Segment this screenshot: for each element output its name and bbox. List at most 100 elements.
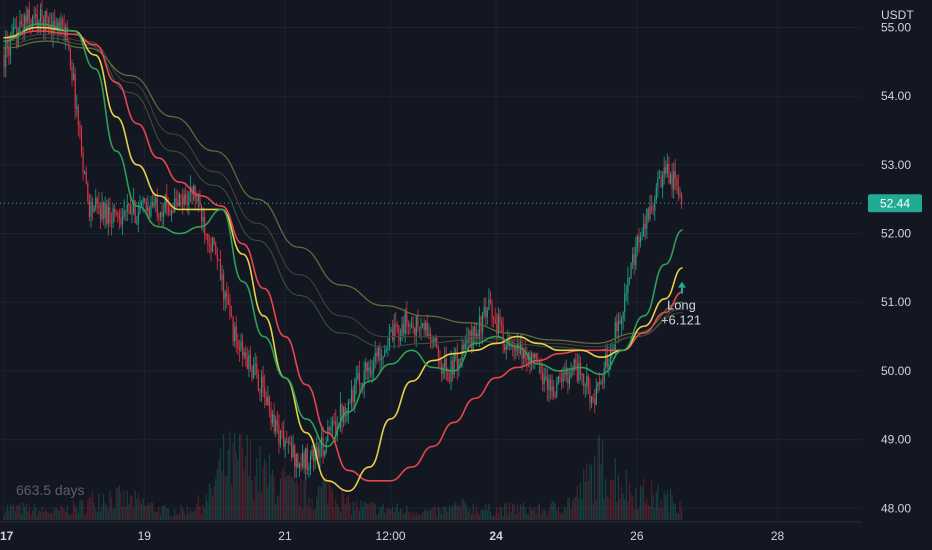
volume-bar — [385, 509, 387, 520]
candle-body — [546, 376, 548, 390]
candle-body — [218, 259, 220, 261]
volume-bar — [515, 514, 517, 520]
candle-body — [31, 16, 34, 28]
volume-bar — [613, 479, 615, 520]
candle-body — [456, 353, 458, 369]
volume-bar — [91, 491, 94, 520]
candle-body — [322, 437, 324, 456]
price-axis[interactable]: 55.00 54.00 53.00 52.00 51.00 50.00 49.00 48.00 — [881, 20, 911, 515]
candle-body — [371, 371, 373, 375]
volume-bar — [115, 487, 117, 520]
volume-bar — [486, 510, 488, 520]
volume-bar — [159, 515, 162, 520]
volume-bar — [463, 498, 465, 520]
volume-bar — [16, 505, 18, 520]
volume-bar — [200, 514, 203, 520]
volume-bar — [210, 488, 212, 520]
volume-bar — [46, 511, 48, 520]
candle-body — [69, 48, 72, 67]
volume-bar — [163, 505, 165, 520]
time-tick-label: 17 — [0, 529, 14, 543]
candle-body — [194, 185, 196, 199]
candle-body — [174, 198, 176, 213]
volume-bar — [237, 459, 239, 520]
candle-body — [139, 205, 141, 213]
candle-body — [499, 315, 501, 322]
candle-body — [61, 19, 64, 26]
volume-bar — [489, 511, 492, 520]
volume-bar — [286, 475, 288, 520]
volume-bar — [211, 495, 214, 520]
candle-body — [316, 446, 318, 454]
candle-body — [650, 206, 653, 211]
candle-body — [676, 178, 678, 187]
candle-body — [562, 372, 564, 382]
candle-body — [125, 210, 127, 212]
volume-bar — [104, 503, 106, 520]
candle-body — [355, 378, 357, 384]
volume-bar — [183, 511, 185, 520]
candle-body — [387, 348, 389, 350]
volume-bar — [453, 504, 455, 520]
volume-bar — [169, 516, 171, 520]
volume-bar — [483, 510, 485, 520]
candle-body — [11, 32, 13, 38]
volume-bar — [106, 505, 108, 520]
candle-body — [409, 325, 411, 327]
volume-bar — [234, 432, 236, 520]
volume-bar — [156, 511, 158, 520]
time-axis[interactable]: 17 19 21 12:00 24 26 28 — [0, 529, 785, 543]
candle-body — [265, 397, 267, 406]
candle-body — [20, 21, 23, 24]
candle-body — [434, 337, 436, 342]
volume-bar — [565, 508, 567, 520]
time-axis-background — [0, 522, 932, 550]
candle-body — [458, 359, 460, 369]
candle-body — [508, 338, 511, 343]
volume-bar — [662, 508, 664, 520]
volume-bar — [469, 508, 471, 520]
volume-bar — [99, 511, 102, 520]
volume-bar — [524, 507, 526, 520]
volume-bar — [624, 499, 626, 520]
volume-bar — [361, 506, 364, 520]
candle-body — [147, 207, 149, 211]
candle-body — [88, 201, 90, 217]
candle-body — [333, 421, 335, 423]
candle-body — [671, 174, 673, 189]
candle-body — [666, 163, 668, 174]
volume-bar — [491, 515, 493, 520]
volume-bar — [510, 511, 512, 520]
volume-bar — [576, 484, 578, 520]
volume-bar — [543, 509, 545, 520]
candle-body — [357, 372, 359, 379]
volume-bar — [129, 495, 132, 520]
candle-body — [478, 316, 481, 339]
volume-bar — [14, 510, 16, 520]
volume-bar — [401, 509, 403, 520]
candle-body — [556, 382, 558, 397]
candle-body — [317, 446, 319, 457]
volume-bar — [573, 497, 575, 520]
volume-bar — [128, 504, 130, 520]
volume-bar — [406, 505, 408, 520]
volume-bar — [357, 506, 359, 520]
volume-bar — [448, 505, 451, 520]
candle-body — [27, 9, 29, 24]
volume-bar — [630, 493, 632, 520]
candle-body — [425, 322, 427, 331]
volume-bar — [545, 511, 547, 520]
volume-bar — [112, 508, 114, 520]
candle-body — [38, 21, 40, 30]
volume-bar — [69, 514, 72, 520]
candle-body — [668, 163, 670, 184]
volume-bar — [301, 508, 304, 520]
volume-bar — [249, 440, 252, 520]
moving-average-line-1 — [3, 23, 683, 448]
candle-body — [474, 327, 476, 339]
time-tick-label: 19 — [138, 529, 152, 543]
candle-body — [493, 317, 495, 320]
candle-body — [382, 356, 384, 359]
volume-bar — [174, 509, 176, 520]
